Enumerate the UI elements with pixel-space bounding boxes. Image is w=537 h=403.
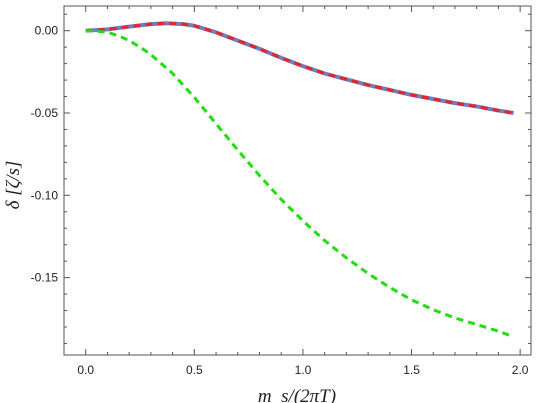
x-axis-title: m_s/(2πT) bbox=[258, 386, 336, 403]
y-ticks: 0.00 -0.05 -0.10 -0.15 bbox=[31, 13, 531, 344]
x-tick-label: 0.5 bbox=[186, 363, 203, 377]
x-tick-label: 0.0 bbox=[77, 363, 94, 377]
series-line-3 bbox=[85, 29, 515, 339]
y-axis-title: δ [ζ/s] bbox=[3, 161, 24, 210]
x-tick-label: 1.0 bbox=[295, 363, 312, 377]
x-ticks: 0.0 0.5 1.0 1.5 2.0 bbox=[77, 6, 529, 377]
y-tick-label: -0.15 bbox=[31, 271, 59, 285]
series-layer bbox=[85, 21, 515, 339]
x-tick-label: 1.5 bbox=[403, 363, 420, 377]
plot-frame bbox=[63, 5, 532, 356]
y-tick-label: -0.05 bbox=[31, 106, 59, 120]
y-tick-label: -0.10 bbox=[31, 188, 59, 202]
series-line-2 bbox=[85, 21, 514, 115]
series-line-1 bbox=[85, 21, 514, 115]
x-tick-label: 2.0 bbox=[512, 363, 529, 377]
y-tick-label: 0.00 bbox=[35, 24, 59, 38]
